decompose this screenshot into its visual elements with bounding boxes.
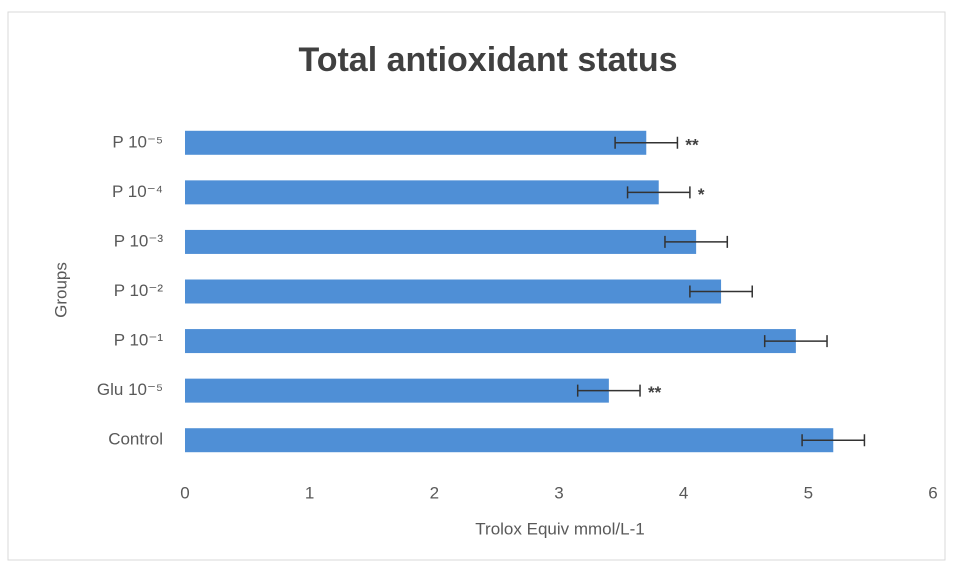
x-axis-label: Trolox Equiv mmol/L-1 [475,519,644,538]
y-axis-label: Groups [51,262,70,318]
y-tick-label: P 10⁻² [114,281,164,300]
x-tick-label: 2 [430,483,439,502]
x-tick-label: 3 [554,483,563,502]
y-tick-label: P 10⁻³ [114,231,164,250]
bar [185,329,796,354]
y-tick-label: P 10⁻⁴ [112,182,163,201]
bar [185,428,834,453]
x-tick-label: 0 [180,483,189,502]
annotation: ** [685,135,699,154]
bar [185,180,659,205]
bar [185,378,609,403]
x-tick-label: 6 [928,483,937,502]
error-bar [614,136,679,149]
bar [185,229,697,254]
bar [185,279,722,304]
error-bar [576,384,641,397]
x-tick-label: 5 [804,483,813,502]
bar [185,130,647,155]
error-bar [689,285,753,298]
x-tick-label: 4 [679,483,688,502]
y-tick-label: Glu 10⁻⁵ [97,380,163,399]
annotation: * [698,185,705,204]
error-bar [664,235,729,248]
annotation: ** [648,383,662,402]
error-bar [801,434,866,447]
chart-title: Total antioxidant status [298,41,677,79]
error-bar [763,335,828,348]
y-tick-label: P 10⁻⁵ [112,132,163,151]
x-tick-label: 1 [305,483,314,502]
error-bar [626,186,691,199]
y-tick-label: Control [108,430,163,449]
y-tick-label: P 10⁻¹ [114,331,164,350]
